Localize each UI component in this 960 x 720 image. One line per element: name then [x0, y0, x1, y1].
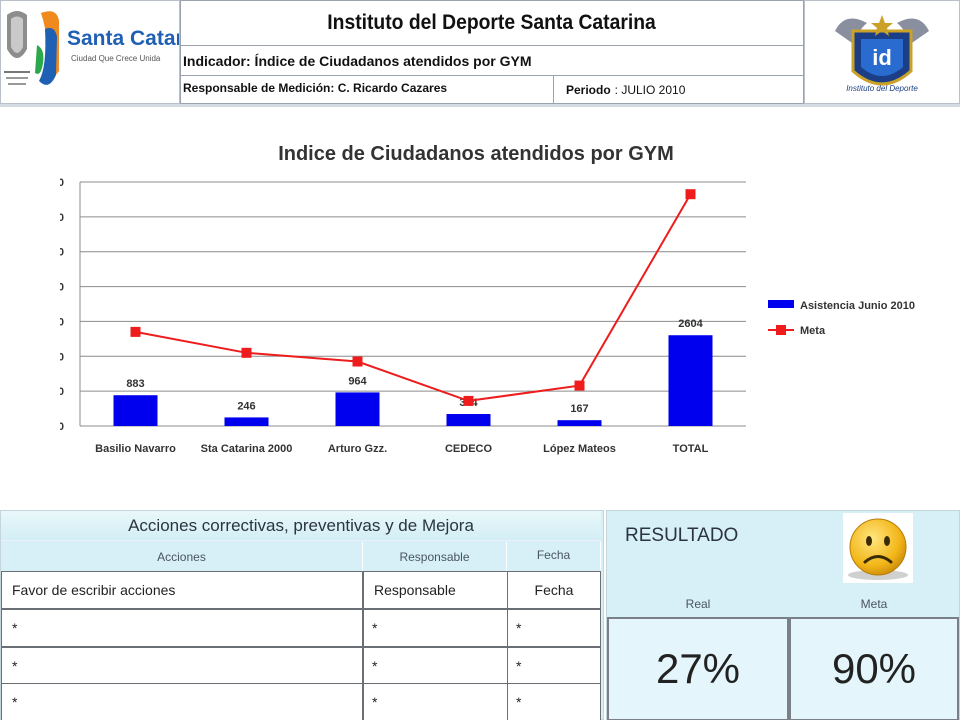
attendance-chart: Indice de Ciudadanos atendidos por GYM 0…	[60, 143, 915, 455]
header-divider	[0, 104, 960, 107]
bar	[335, 392, 380, 426]
responsible-cell[interactable]: *	[363, 683, 508, 720]
legend-label-bars: Asistencia Junio 2010	[800, 300, 915, 312]
responsible-cell[interactable]: Responsable	[363, 571, 508, 609]
instituto-deporte-logo: id Instituto del Deporte	[804, 0, 960, 104]
action-cell[interactable]: *	[1, 609, 363, 647]
page-title: Instituto del Deporte Santa Catarina	[180, 0, 804, 46]
date-cell[interactable]: *	[507, 609, 601, 647]
chart-legend: Asistencia Junio 2010 Meta	[768, 300, 915, 337]
y-tick-label: 7000	[60, 177, 64, 189]
meta-point	[463, 395, 474, 406]
x-axis-ticks: Basilio Navarro Sta Catarina 2000 Arturo G…	[95, 443, 708, 455]
municipal-crest-icon	[4, 11, 30, 85]
x-tick-label: López Mateos	[543, 443, 616, 455]
real-value: 27%	[607, 617, 789, 720]
x-tick-label: CEDECO	[445, 443, 493, 455]
meta-line-series	[130, 189, 696, 406]
real-label: Real	[685, 597, 711, 611]
legend-label-line: Meta	[800, 325, 826, 337]
chart-gridlines	[79, 181, 746, 427]
y-tick-label: 0	[60, 421, 64, 433]
y-tick-label: 1000	[60, 386, 64, 398]
actions-title: Acciones correctivas, preventivas y de M…	[1, 511, 601, 541]
responsible-cell[interactable]: *	[363, 647, 508, 685]
x-tick-label: Arturo Gzz.	[328, 443, 387, 455]
meta-value: 90%	[789, 617, 959, 720]
action-cell[interactable]: Favor de escribir acciones	[1, 571, 363, 609]
bar	[557, 420, 602, 426]
actions-panel: Acciones correctivas, preventivas y de M…	[0, 510, 604, 720]
date-cell[interactable]: Fecha	[507, 571, 601, 609]
x-tick-label: TOTAL	[673, 443, 709, 455]
legend-swatch-bars	[768, 300, 794, 308]
y-tick-label: 6000	[60, 212, 64, 224]
meta-point	[241, 347, 252, 358]
indicator-label: Indicador: Índice de Ciudadanos atendido…	[180, 46, 804, 76]
x-tick-label: Sta Catarina 2000	[201, 443, 293, 455]
logo-tagline-text: Ciudad Que Crece Unida	[71, 54, 161, 63]
y-tick-label: 4000	[60, 282, 64, 294]
bar	[446, 414, 491, 426]
actions-header-date: Fecha	[507, 542, 601, 572]
bar	[113, 395, 158, 426]
y-tick-label: 3000	[60, 316, 64, 328]
bar-data-labels: 8832469643441672604	[126, 318, 703, 415]
chart-title: Indice de Ciudadanos atendidos por GYM	[278, 143, 674, 165]
responsible-cell[interactable]: *	[363, 609, 508, 647]
y-tick-label: 2000	[60, 351, 64, 363]
legend-swatch-marker	[776, 325, 786, 335]
santa-catarina-logo: Santa Catarina Ciudad Que Crece Unida	[0, 0, 214, 104]
bar-series	[113, 335, 713, 426]
meta-point	[685, 189, 696, 200]
meta-point	[130, 326, 141, 337]
sad-face-icon	[843, 513, 913, 583]
action-cell[interactable]: *	[1, 683, 363, 720]
result-title: RESULTADO	[625, 525, 739, 546]
actions-header-responsible: Responsable	[363, 542, 507, 572]
action-cell[interactable]: *	[1, 647, 363, 685]
bar	[668, 335, 713, 426]
result-panel: RESULTADO Real Meta 27% 90%	[606, 510, 960, 720]
bar-data-label: 167	[570, 403, 588, 415]
meta-point	[574, 380, 585, 391]
bar-data-label: 246	[237, 400, 255, 412]
eagle-shield-icon	[835, 15, 929, 86]
bar-data-label: 2604	[678, 318, 703, 330]
y-tick-label: 5000	[60, 247, 64, 259]
actions-header-actions: Acciones	[1, 542, 363, 572]
bar	[224, 417, 269, 426]
bar-data-label: 883	[126, 378, 144, 390]
x-tick-label: Basilio Navarro	[95, 443, 176, 455]
date-cell[interactable]: *	[507, 647, 601, 685]
meta-label: Meta	[860, 597, 888, 611]
period-label: Periodo: JULIO 2010	[566, 83, 686, 97]
bar-data-label: 964	[348, 375, 367, 387]
logo-brand-text: Santa Catarina	[67, 27, 179, 50]
responsible-label: Responsable de Medición: C. Ricardo Caza…	[180, 76, 554, 104]
meta-line	[135, 193, 692, 402]
logo-institute-text: Instituto del Deporte	[846, 84, 918, 93]
y-axis-ticks: 0 1000 2000 3000 4000 5000 6000 7000	[60, 177, 64, 433]
logo-initials-text: id	[872, 45, 892, 70]
meta-point	[352, 356, 363, 367]
date-cell[interactable]: *	[507, 683, 601, 720]
